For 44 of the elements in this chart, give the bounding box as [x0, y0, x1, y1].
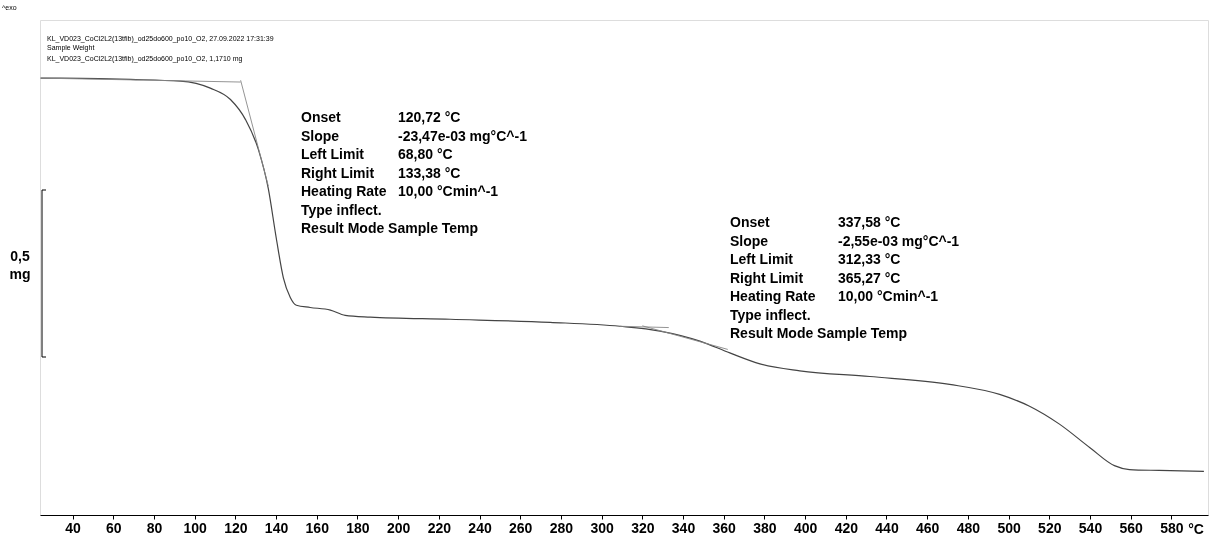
x-tick-label: 460	[916, 519, 940, 536]
text: Left Limit 312,33 °C	[730, 251, 901, 267]
x-tick-label: 260	[509, 519, 533, 536]
x-tick-label: 540	[1078, 519, 1103, 536]
x-tick-label: 60	[105, 519, 122, 536]
x-tick-label: 140	[264, 519, 289, 536]
annotation: Type inflect.	[301, 201, 382, 218]
text: Onset 120,72 °C	[301, 109, 461, 125]
x-tick-label: 560	[1119, 519, 1144, 536]
x-tick-label: 300	[590, 519, 615, 536]
x-tick-label: 180	[346, 519, 370, 536]
x-tick-label: 340	[671, 519, 696, 536]
annotation: Type inflect.	[730, 306, 811, 323]
y-axis-title: 0,5 mg	[9, 248, 31, 282]
annotation: Result Mode Sample Temp	[730, 325, 908, 341]
x-tick-label: 480	[956, 519, 981, 536]
annotation: Heating Rate 10,00 °Cmin^-1	[301, 183, 499, 199]
text: Right Limit 365,27 °C	[730, 269, 901, 286]
x-tick-label: 80	[146, 519, 163, 536]
x-tick-label: 40	[65, 519, 82, 536]
x-tick-label: 360	[712, 519, 737, 536]
text: Right Limit 133,38 °C	[301, 164, 461, 181]
text: Slope -23,47e-03 mg°C^-1	[301, 127, 527, 144]
text: Left Limit 68,80 °C	[301, 146, 453, 162]
x-tick-label: 380	[753, 519, 777, 536]
x-tick-label: 320	[631, 519, 655, 536]
x-tick-label: 440	[875, 519, 899, 536]
x-axis-title: °C	[1188, 521, 1204, 537]
x-tick-label: 200	[386, 519, 411, 536]
x-tick-label: 280	[549, 519, 574, 536]
x-tick-label: 420	[834, 519, 859, 536]
x-tick-label: 160	[305, 519, 330, 536]
x-tick-label: 400	[793, 519, 818, 536]
x-tick-label: 240	[468, 519, 492, 536]
annotation: Result Mode Sample Temp	[301, 220, 479, 236]
x-tick-label: 500	[997, 519, 1021, 536]
text: Slope -2,55e-03 mg°C^-1	[730, 232, 960, 249]
text: Onset 337,58 °C	[730, 214, 901, 230]
text: Heating Rate 10,00 °Cmin^-1	[730, 288, 939, 304]
x-tick-label: 580	[1160, 519, 1184, 536]
x-tick-label: 120	[224, 519, 248, 536]
x-tick-label: 520	[1038, 519, 1062, 536]
x-tick-label: 220	[427, 519, 452, 536]
x-tick-label: 100	[183, 519, 208, 536]
